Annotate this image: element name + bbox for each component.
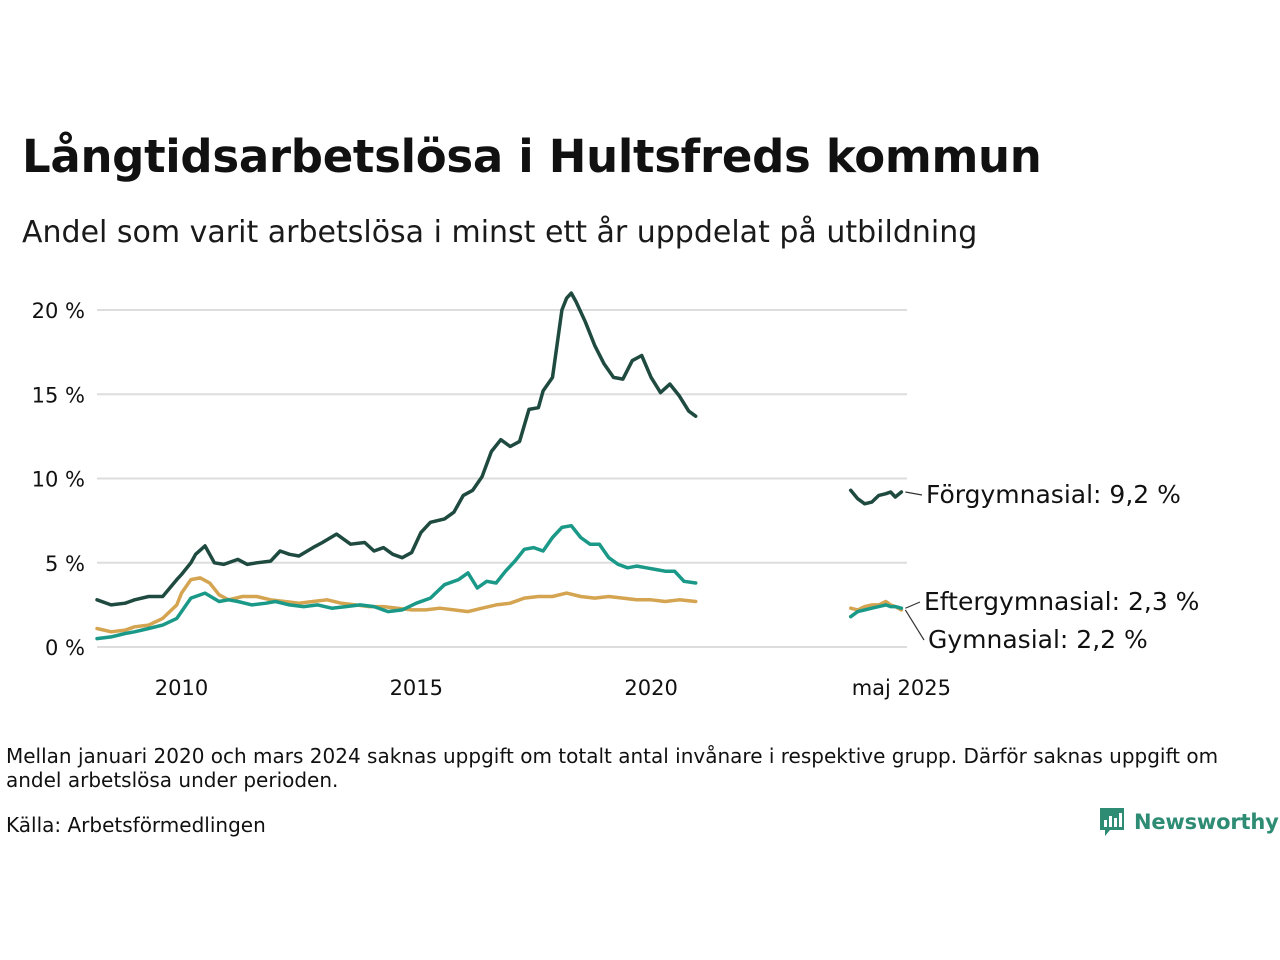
series-end-labels: Förgymnasial: 9,2 % Eftergymnasial: 2,3 %… [904, 480, 1199, 654]
bar-chart-icon [1100, 808, 1124, 836]
y-tick-label: 0 % [45, 636, 85, 660]
label-leader-line [904, 609, 925, 641]
series-end-label: Förgymnasial: 9,2 % [926, 480, 1181, 509]
y-tick-label: 10 % [32, 468, 85, 492]
y-axis-ticks: 0 % 5 % 10 % 15 % 20 % [32, 299, 85, 660]
footnote: Mellan januari 2020 och mars 2024 saknas… [6, 744, 1219, 792]
chart-title: Långtidsarbetslösa i Hultsfreds kommun [22, 130, 1042, 183]
series-line-eftergymnasial [848, 603, 904, 619]
source-note: Källa: Arbetsförmedlingen [6, 813, 266, 837]
y-tick-label: 20 % [32, 299, 85, 323]
chart-subtitle: Andel som varit arbetslösa i minst ett å… [22, 215, 978, 250]
x-tick-label: 2010 [155, 676, 208, 700]
label-leader-line [905, 601, 921, 609]
series-end-label: Eftergymnasial: 2,3 % [924, 587, 1199, 616]
series-line-förgymnasial [848, 488, 904, 506]
y-tick-label: 5 % [45, 552, 85, 576]
x-tick-label: maj 2025 [852, 676, 951, 700]
series-line-eftergymnasial [95, 523, 698, 641]
newsworthy-logo[interactable]: Newsworthy [1098, 806, 1279, 838]
logo-text: Newsworthy [1134, 810, 1279, 834]
label-leader-line [905, 491, 923, 496]
x-tick-label: 2015 [390, 676, 443, 700]
x-tick-label: 2020 [624, 676, 677, 700]
series-end-label: Gymnasial: 2,2 % [928, 625, 1148, 654]
x-axis-ticks: 2010 2015 2020 maj 2025 [155, 676, 951, 700]
line-chart: 0 %5 %10 %15 %20 % 2010 2015 2020 maj 2025 … [32, 291, 1199, 700]
series-line-förgymnasial [95, 291, 698, 607]
series-lines [95, 291, 904, 641]
y-tick-label: 15 % [32, 383, 85, 407]
